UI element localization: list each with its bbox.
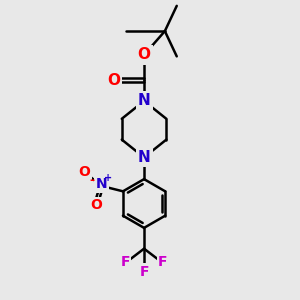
Text: F: F	[139, 265, 149, 279]
Text: N: N	[138, 94, 150, 109]
Text: F: F	[121, 255, 130, 269]
Text: N: N	[96, 178, 107, 191]
Text: O: O	[138, 47, 151, 62]
Text: O: O	[107, 73, 120, 88]
Text: O: O	[90, 198, 102, 212]
Text: F: F	[158, 255, 167, 269]
Text: +: +	[104, 172, 112, 183]
Text: N: N	[138, 150, 150, 165]
Text: O: O	[79, 165, 91, 179]
Text: -: -	[89, 173, 94, 187]
